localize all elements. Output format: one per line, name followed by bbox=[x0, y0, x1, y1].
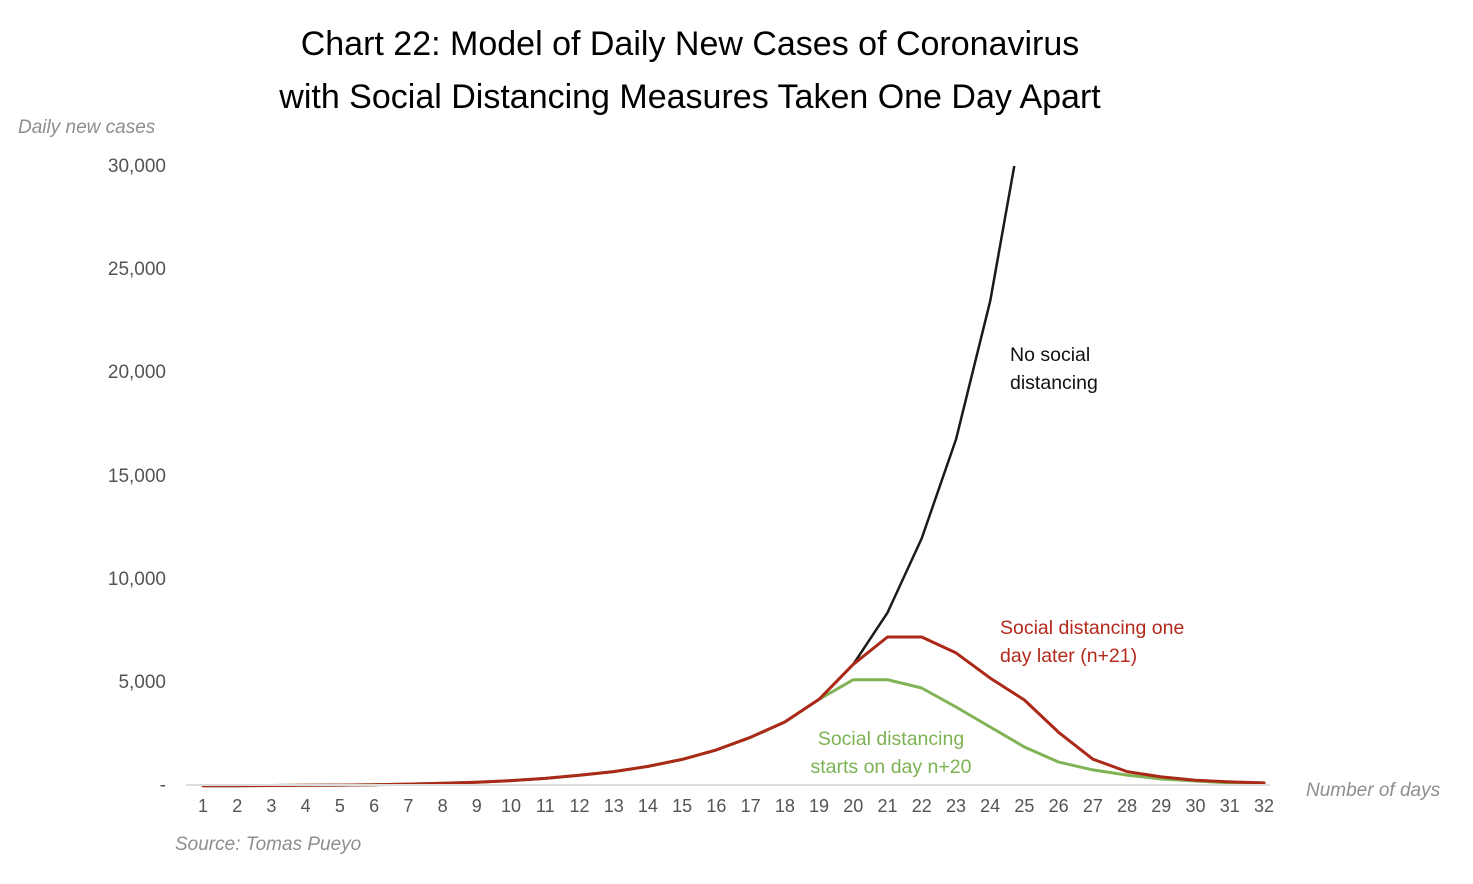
x-tick-label-23: 23 bbox=[945, 796, 966, 816]
annotation-one-day-later-line2: day later (n+21) bbox=[1000, 645, 1138, 667]
annotation-no-social-distancing-line1: No social bbox=[1010, 344, 1091, 366]
x-tick-label-12: 12 bbox=[569, 796, 590, 816]
x-tick-label-1: 1 bbox=[197, 796, 208, 816]
y-tick-label-20000: 20,000 bbox=[107, 362, 166, 384]
x-tick-label-7: 7 bbox=[403, 796, 414, 816]
x-tick-label-8: 8 bbox=[437, 796, 448, 816]
x-tick-label-9: 9 bbox=[471, 796, 482, 816]
x-tick-label-25: 25 bbox=[1014, 796, 1035, 816]
annotation-day-n20-line1: Social distancing bbox=[817, 728, 965, 750]
x-tick-label-10: 10 bbox=[501, 796, 522, 816]
y-tick-label-10000: 10,000 bbox=[107, 568, 166, 590]
annotation-day-n20-line2: starts on day n+20 bbox=[810, 756, 972, 778]
x-tick-label-5: 5 bbox=[334, 796, 345, 816]
x-tick-label-13: 13 bbox=[603, 796, 624, 816]
annotation-social-distancing-day-n20: Social distancing starts on day n+20 bbox=[793, 725, 989, 781]
x-tick-label-26: 26 bbox=[1048, 796, 1069, 816]
x-tick-label-28: 28 bbox=[1117, 796, 1138, 816]
x-tick-label-6: 6 bbox=[369, 796, 380, 816]
x-tick-label-19: 19 bbox=[809, 796, 830, 816]
x-tick-label-32: 32 bbox=[1253, 796, 1275, 816]
x-tick-label-2: 2 bbox=[232, 796, 243, 816]
x-tick-label-27: 27 bbox=[1082, 796, 1103, 816]
x-tick-label-31: 31 bbox=[1219, 796, 1240, 816]
annotation-social-distancing-one-day-later: Social distancing one day later (n+21) bbox=[1000, 614, 1184, 670]
series-line-no-social-distancing bbox=[201, 166, 1016, 788]
x-axis-title: Number of days bbox=[1306, 780, 1441, 801]
y-tick-label-25000: 25,000 bbox=[107, 259, 166, 281]
x-tick-label-18: 18 bbox=[774, 796, 795, 816]
x-tick-label-21: 21 bbox=[877, 796, 898, 816]
y-tick-label-30000: 30,000 bbox=[107, 156, 166, 177]
x-tick-label-29: 29 bbox=[1151, 796, 1172, 816]
y-axis-title: Daily new cases bbox=[18, 117, 156, 138]
x-tick-label-11: 11 bbox=[535, 796, 555, 816]
x-tick-label-30: 30 bbox=[1185, 796, 1206, 816]
annotation-one-day-later-line1: Social distancing one bbox=[1000, 617, 1185, 639]
x-tick-label-14: 14 bbox=[637, 796, 658, 816]
y-tick-label-15000: 15,000 bbox=[107, 465, 166, 487]
x-tick-label-17: 17 bbox=[740, 796, 761, 816]
x-tick-label-15: 15 bbox=[672, 796, 693, 816]
x-tick-label-20: 20 bbox=[843, 796, 864, 816]
source-credit: Source: Tomas Pueyo bbox=[175, 834, 362, 855]
x-tick-label-16: 16 bbox=[706, 796, 727, 816]
chart-title-line1: Chart 22: Model of Daily New Cases of Co… bbox=[300, 25, 1080, 63]
chart-title: Chart 22: Model of Daily New Cases of Co… bbox=[0, 18, 1380, 124]
annotation-no-social-distancing: No social distancing bbox=[1010, 341, 1098, 397]
y-tick-label-0: - bbox=[159, 775, 166, 796]
x-tick-label-4: 4 bbox=[300, 796, 311, 816]
annotation-no-social-distancing-line2: distancing bbox=[1010, 372, 1098, 394]
x-tick-label-3: 3 bbox=[266, 796, 277, 816]
x-tick-label-24: 24 bbox=[980, 796, 1001, 816]
chart-title-line2: with Social Distancing Measures Taken On… bbox=[279, 78, 1101, 116]
x-tick-label-22: 22 bbox=[911, 796, 932, 816]
x-axis-line bbox=[186, 784, 1270, 786]
series-line-social-distancing-starts-on-day-n-20 bbox=[201, 678, 1266, 788]
y-tick-label-5000: 5,000 bbox=[118, 671, 166, 693]
